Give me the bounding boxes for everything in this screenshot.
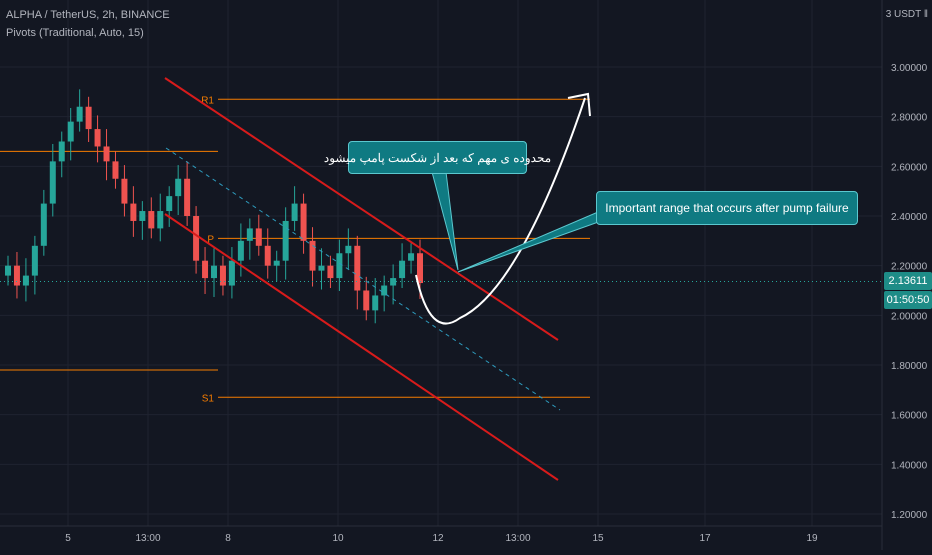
channel-mid-line <box>165 147 561 411</box>
candle-body <box>130 203 137 221</box>
candle-body <box>211 265 217 279</box>
y-tick-label: 1.40000 <box>891 460 928 471</box>
y-tick-label: 2.40000 <box>891 212 928 223</box>
symbol-title: ALPHA / TetherUS, 2h, BINANCE <box>6 9 170 21</box>
projection-arrowhead <box>567 92 591 117</box>
english-callout: Important range that occurs after pump f… <box>596 191 858 225</box>
channel-lower-line <box>164 213 559 481</box>
y-tick-label: 2.60000 <box>891 162 928 173</box>
candle-body <box>139 211 146 221</box>
axis-unit-label: 3 USDT ‖ <box>885 9 928 20</box>
candle-body <box>49 161 56 204</box>
countdown-badge: 01:50:50 <box>884 291 932 309</box>
candle-body <box>390 278 397 286</box>
persian-callout: محدوده ی مهم که بعد از شکست پامپ میشود <box>324 141 551 174</box>
x-tick-label: 8 <box>225 533 231 544</box>
x-tick-label: 13:00 <box>505 533 530 544</box>
x-tick-label: 5 <box>65 533 71 544</box>
pivot-label-p: P <box>207 234 214 245</box>
candle-body <box>282 220 289 261</box>
y-tick-label: 3.00000 <box>891 63 928 74</box>
candle-body <box>148 211 155 229</box>
y-tick-label: 1.60000 <box>891 411 928 422</box>
candle-body <box>40 203 47 246</box>
candle-body <box>381 285 388 296</box>
candle-body <box>318 265 325 271</box>
x-tick-label: 17 <box>699 533 711 544</box>
candle-body <box>219 265 226 286</box>
candle-body <box>202 260 209 279</box>
channel-upper-line <box>164 77 559 341</box>
x-tick-label: 13:00 <box>135 533 160 544</box>
pivot-label-r1: R1 <box>201 95 214 106</box>
x-tick-label: 10 <box>332 533 344 544</box>
candle-body <box>336 253 343 279</box>
y-tick-label: 1.20000 <box>891 510 928 521</box>
indicator-title: Pivots (Traditional, Auto, 15) <box>6 27 144 39</box>
pivot-label-s1: S1 <box>202 393 215 404</box>
y-tick-label: 2.20000 <box>891 262 928 273</box>
candle-body <box>363 290 370 311</box>
candle-body <box>273 260 280 266</box>
candle-body <box>291 203 298 221</box>
candle-body <box>157 211 164 229</box>
y-tick-label: 2.00000 <box>891 311 928 322</box>
persian-callout-pointer <box>431 171 459 271</box>
candle-body <box>175 178 182 197</box>
candle-body <box>13 265 20 286</box>
candle-body <box>327 265 334 279</box>
candle-body <box>417 253 423 284</box>
x-tick-label: 19 <box>806 533 818 544</box>
candle-body <box>94 129 101 147</box>
candle-body <box>184 178 191 216</box>
candle-body <box>408 253 415 261</box>
x-tick-label: 15 <box>592 533 604 544</box>
last-price-badge: 2.13611 <box>884 272 932 290</box>
candle-body <box>264 245 271 266</box>
candle-body <box>345 245 352 254</box>
candle-body <box>399 260 406 279</box>
candle-body <box>67 121 74 142</box>
candle-body <box>112 161 119 179</box>
candle-body <box>85 106 92 130</box>
candle-body <box>193 216 200 261</box>
english-callout-pointer <box>457 211 605 273</box>
x-tick-label: 12 <box>432 533 444 544</box>
candle-body <box>166 196 173 212</box>
candle-body <box>76 106 83 122</box>
candle-body <box>309 240 316 271</box>
candle-body <box>372 295 379 311</box>
candle-body <box>300 203 307 241</box>
candle-body <box>103 146 110 162</box>
candle-body <box>22 275 29 286</box>
candle-body <box>228 260 235 286</box>
candle-body <box>255 228 262 246</box>
projection-curve <box>415 97 586 325</box>
y-tick-label: 2.80000 <box>891 113 928 124</box>
candle-body <box>31 245 38 276</box>
candle-body <box>246 228 253 241</box>
candle-body <box>121 178 128 204</box>
candle-body <box>58 141 65 162</box>
candle-body <box>5 265 11 276</box>
candle-body <box>237 240 244 261</box>
candle-body <box>354 245 361 291</box>
y-tick-label: 1.80000 <box>891 361 928 372</box>
